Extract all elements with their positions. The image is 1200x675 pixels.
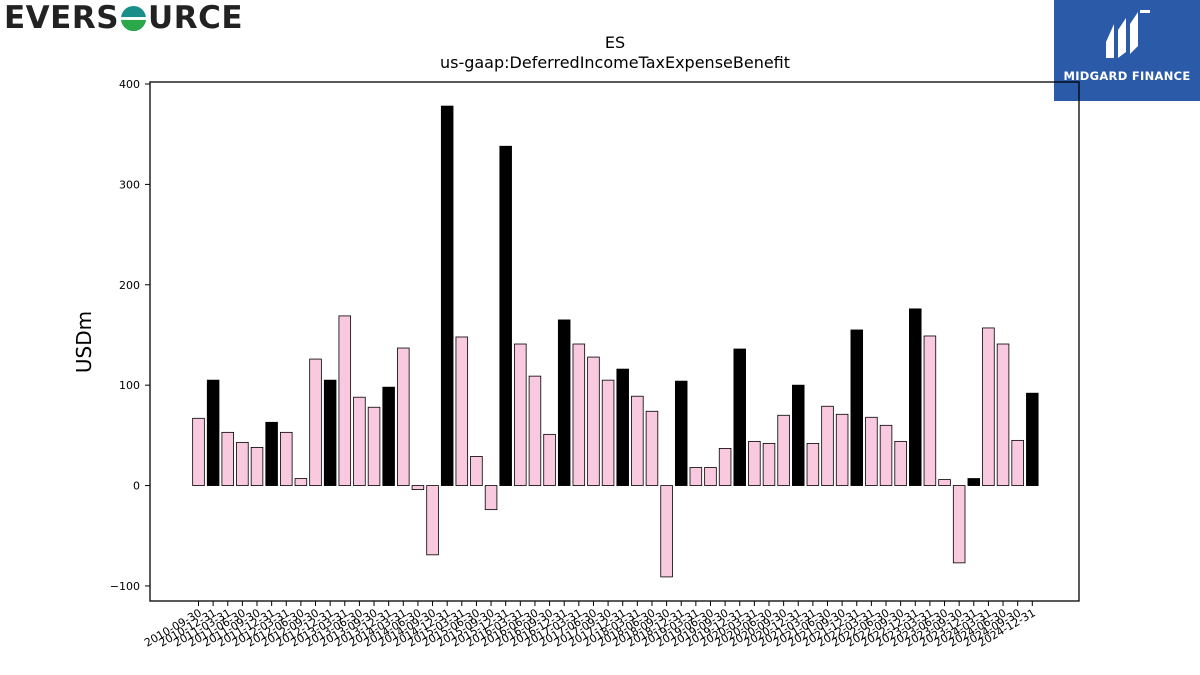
bar-2021-06-30 [821, 405, 834, 486]
bar-2018-06-30 [645, 410, 659, 486]
bar-2016-06-30 [528, 375, 542, 486]
x-axis-ticks: 2010-09-302010-12-312011-03-312011-06-30… [142, 601, 1038, 650]
y-tick-label: 400 [119, 78, 140, 91]
bar-2024-09-30 [1011, 439, 1024, 486]
y-tick-label: 0 [133, 480, 140, 493]
bar-2020-12-31 [792, 384, 805, 486]
bar-2015-12-31 [499, 145, 512, 486]
chart-title: ES [604, 33, 626, 52]
bar-2019-09-30 [718, 448, 732, 486]
bar-2024-12-31 [1026, 392, 1039, 486]
bar-2015-06-30 [470, 456, 483, 486]
bars-layer [192, 105, 1039, 578]
bar-2012-09-30 [309, 358, 322, 486]
logo-o-mark-icon [120, 5, 148, 31]
bar-2012-03-31 [280, 431, 293, 486]
bar-2010-09-30 [192, 417, 205, 486]
y-tick-label: −100 [110, 580, 140, 593]
bar-2019-12-31 [733, 348, 746, 486]
bar-2020-03-31 [748, 440, 761, 486]
bar-2014-06-30 [411, 485, 425, 490]
bar-2017-06-30 [587, 356, 600, 486]
bar-2014-09-30 [426, 485, 439, 556]
company-logo-text-right: URCE [148, 0, 244, 36]
bar-2013-03-31 [338, 315, 352, 486]
bar-2017-09-30 [601, 379, 615, 486]
bar-2020-09-30 [777, 414, 790, 486]
plot-frame [149, 81, 1080, 602]
bar-2014-12-31 [440, 105, 454, 486]
bar-2023-09-30 [952, 485, 966, 564]
bar-2021-12-31 [850, 329, 864, 486]
bar-2015-03-31 [455, 336, 469, 486]
company-logo: EVERS URCE [4, 0, 243, 36]
bar-2022-03-31 [865, 416, 878, 486]
bar-2013-12-31 [382, 386, 395, 486]
y-tick-label: 200 [119, 279, 140, 292]
y-tick-label: 300 [119, 178, 140, 191]
bar-2018-12-31 [674, 380, 688, 486]
bar-2020-06-30 [762, 442, 776, 486]
bar-2024-06-30 [996, 343, 1010, 486]
bar-2018-09-30 [660, 485, 673, 578]
bar-2013-09-30 [367, 406, 381, 486]
bar-2021-03-31 [806, 442, 820, 486]
bar-2023-03-31 [923, 335, 937, 486]
bar-2021-09-30 [835, 413, 849, 486]
bar-2018-03-31 [631, 395, 644, 486]
bar-2015-09-30 [484, 485, 498, 511]
bar-2013-06-30 [353, 396, 366, 486]
bar-2016-03-31 [514, 343, 527, 486]
bar-2022-09-30 [894, 440, 907, 486]
bar-2010-12-31 [206, 379, 220, 486]
bar-2011-06-30 [236, 441, 249, 486]
bar-2016-09-30 [543, 433, 556, 486]
bar-2017-03-31 [572, 343, 586, 486]
y-axis-ticks: −100 0 100 200 300 400 [110, 78, 150, 593]
bar-2024-03-31 [982, 327, 995, 486]
bar-2019-03-31 [689, 467, 703, 486]
badge-text: MIDGARD FINANCE [1063, 69, 1191, 83]
midgard-finance-badge: MIDGARD FINANCE [1054, 0, 1200, 101]
company-logo-text-left: EVERS [4, 0, 120, 36]
bar-2022-06-30 [879, 424, 893, 486]
chart-subtitle: us-gaap:DeferredIncomeTaxExpenseBenefit [439, 53, 791, 72]
bar-2011-03-31 [221, 431, 234, 486]
bar-2012-12-31 [323, 379, 337, 486]
bar-2011-12-31 [265, 421, 278, 486]
bar-2016-12-31 [557, 319, 571, 486]
bar-2023-12-31 [967, 478, 981, 486]
bar-2023-06-30 [938, 479, 951, 486]
bar-2019-06-30 [704, 467, 717, 486]
bar-2022-12-31 [909, 308, 922, 486]
bar-2011-09-30 [250, 447, 264, 486]
bar-2017-12-31 [616, 368, 629, 486]
y-tick-label: 100 [119, 379, 140, 392]
bar-2012-06-30 [294, 478, 308, 486]
bar-2014-03-31 [397, 347, 410, 486]
midgard-logo-icon [1106, 10, 1150, 58]
